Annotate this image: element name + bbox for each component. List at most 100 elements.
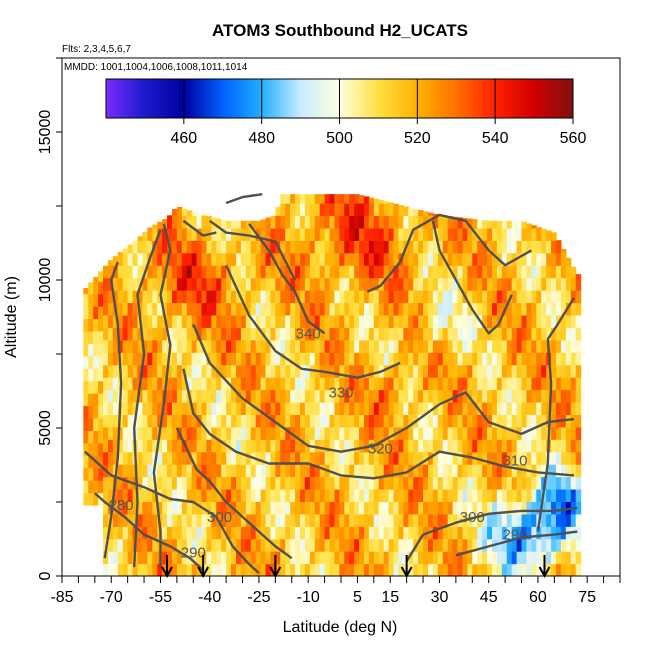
heatmap-cell: [98, 393, 104, 407]
heatmap-cell: [295, 327, 301, 341]
heatmap-cell: [122, 302, 129, 316]
heatmap-cell: [496, 538, 503, 552]
heatmap-cell: [501, 327, 508, 341]
heatmap-cell: [250, 339, 257, 353]
heatmap-cell: [457, 426, 464, 440]
heatmap-cell: [285, 377, 291, 391]
heatmap-cell: [423, 302, 429, 316]
heatmap-cell: [413, 277, 419, 291]
heatmap-cell: [526, 451, 532, 465]
heatmap-cell: [432, 364, 439, 378]
heatmap-cell: [235, 526, 242, 540]
heatmap-cell: [536, 290, 542, 304]
heatmap-cell: [526, 252, 532, 266]
heatmap-cell: [447, 464, 454, 478]
heatmap-cell: [216, 538, 222, 552]
heatmap-cell: [349, 252, 355, 266]
heatmap-cell: [551, 526, 557, 540]
heatmap-cell: [349, 265, 355, 279]
heatmap-cell: [176, 314, 183, 328]
heatmap-cell: [176, 476, 183, 490]
heatmap-cell: [477, 464, 483, 478]
heatmap-cell: [526, 526, 532, 540]
heatmap-cell: [270, 265, 276, 279]
heatmap-cell: [265, 551, 272, 565]
heatmap-cell: [383, 513, 390, 527]
heatmap-cell: [447, 314, 454, 328]
heatmap-cell: [368, 538, 375, 552]
heatmap-cell: [413, 208, 419, 217]
heatmap-cell: [516, 464, 523, 478]
heatmap-cell: [472, 327, 478, 341]
heatmap-cell: [250, 563, 257, 576]
heatmap-cell: [162, 451, 168, 465]
heatmap-cell: [334, 215, 340, 229]
heatmap-cell: [575, 377, 582, 391]
heatmap-cell: [472, 352, 478, 366]
heatmap-cell: [452, 426, 459, 440]
heatmap-cell: [437, 377, 444, 391]
heatmap-cell: [235, 488, 242, 503]
heatmap-cell: [403, 277, 409, 291]
heatmap-cell: [560, 248, 567, 254]
heatmap-cell: [408, 207, 414, 217]
heatmap-cell: [344, 464, 350, 478]
heatmap-cell: [127, 513, 134, 527]
heatmap-cell: [280, 339, 286, 353]
heatmap-cell: [152, 389, 158, 403]
heatmap-cell: [398, 240, 404, 254]
heatmap-cell: [216, 551, 222, 565]
heatmap-cell: [427, 240, 434, 254]
heatmap-cell: [383, 401, 390, 415]
heatmap-cell: [363, 277, 370, 291]
heatmap-cell: [127, 265, 134, 279]
heatmap-cell: [275, 401, 281, 415]
heatmap-cell: [171, 501, 178, 515]
heatmap-cell: [467, 464, 473, 478]
heatmap-cell: [299, 538, 306, 552]
heatmap-cell: [388, 451, 395, 465]
heatmap-cell: [231, 414, 237, 428]
heatmap-cell: [491, 277, 498, 291]
heatmap-cell: [452, 352, 459, 366]
heatmap-cell: [260, 277, 267, 291]
heatmap-cell: [201, 302, 208, 316]
heatmap-cell: [467, 302, 473, 316]
heatmap-cell: [506, 526, 513, 540]
heatmap-cell: [167, 551, 173, 565]
heatmap-cell: [368, 227, 375, 241]
heatmap-cell: [103, 277, 109, 291]
heatmap-cell: [344, 352, 350, 366]
heatmap-cell: [206, 513, 212, 527]
heatmap-cell: [526, 426, 532, 440]
heatmap-cell: [447, 377, 454, 391]
heatmap-cell: [127, 364, 134, 378]
heatmap-cell: [299, 414, 306, 428]
heatmap-cell: [447, 414, 454, 428]
heatmap-cell: [516, 227, 523, 241]
heatmap-cell: [167, 327, 173, 341]
heatmap-cell: [285, 401, 291, 415]
heatmap-cell: [324, 501, 331, 515]
heatmap-cell: [117, 327, 124, 341]
heatmap-cell: [260, 401, 267, 415]
heatmap-cell: [442, 377, 449, 391]
heatmap-cell: [487, 377, 493, 391]
heatmap-cell: [270, 563, 276, 576]
heatmap-cell: [339, 314, 345, 328]
heatmap-cell: [506, 290, 513, 304]
heatmap-cell: [231, 327, 237, 341]
heatmap-cell: [304, 377, 311, 391]
heatmap-cell: [235, 277, 242, 291]
heatmap-cell: [186, 464, 193, 478]
heatmap-cell: [501, 227, 508, 241]
heatmap-cell: [285, 364, 291, 378]
heatmap-cell: [285, 290, 291, 304]
heatmap-cell: [260, 252, 267, 266]
heatmap-cell: [295, 501, 301, 515]
heatmap-cell: [373, 501, 380, 515]
heatmap-cell: [363, 389, 370, 403]
heatmap-cell: [299, 526, 306, 540]
heatmap-cell: [462, 451, 468, 465]
heatmap-cell: [516, 339, 523, 353]
